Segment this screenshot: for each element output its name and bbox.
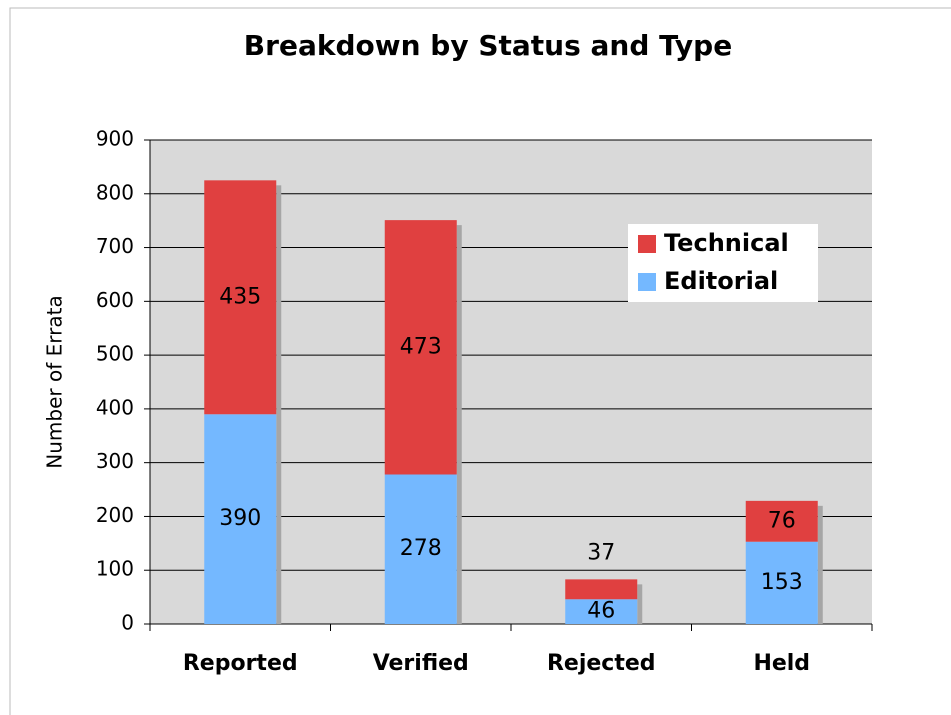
bar-shadow: [637, 584, 643, 624]
y-tick-label: 300: [96, 449, 134, 473]
data-label: 435: [219, 284, 261, 309]
bar-segment: [384, 220, 457, 475]
bar-shadow: [456, 225, 462, 624]
bar-shadow: [276, 185, 282, 625]
x-tick-label: Verified: [373, 651, 469, 676]
y-tick-label: 700: [96, 234, 134, 258]
y-tick-label: 800: [96, 180, 134, 204]
chart-title: Breakdown by Status and Type: [244, 29, 732, 62]
y-tick-label: 200: [96, 503, 134, 527]
data-label: 390: [219, 506, 261, 531]
bar-segment: [204, 180, 277, 415]
data-label: 46: [587, 599, 615, 624]
data-label: 473: [400, 334, 442, 359]
bar-segment: [565, 579, 638, 600]
y-tick-label: 100: [96, 557, 134, 581]
y-tick-label: 400: [96, 395, 134, 419]
y-tick-label: 0: [121, 611, 134, 635]
data-label: 37: [587, 540, 615, 565]
bar-segment: [745, 541, 818, 624]
legend-label: Editorial: [664, 267, 778, 295]
x-tick-label: Held: [753, 651, 810, 676]
bar-segment: [745, 500, 818, 542]
y-tick-label: 600: [96, 288, 134, 312]
legend-swatch: [638, 273, 656, 291]
x-tick-label: Rejected: [547, 651, 656, 676]
data-label: 153: [761, 570, 803, 595]
bar-segment: [565, 599, 638, 624]
bar-segment: [384, 474, 457, 624]
y-axis-label: Number of Errata: [43, 295, 67, 468]
data-label: 278: [400, 536, 442, 561]
legend-box: [628, 224, 818, 302]
y-tick-label: 900: [96, 127, 134, 151]
bar-segment: [204, 414, 277, 624]
legend-swatch: [638, 235, 656, 253]
legend-label: Technical: [664, 229, 789, 257]
y-tick-label: 500: [96, 342, 134, 366]
bar-shadow: [817, 505, 823, 624]
x-tick-label: Reported: [183, 651, 298, 676]
data-label: 76: [768, 508, 796, 533]
